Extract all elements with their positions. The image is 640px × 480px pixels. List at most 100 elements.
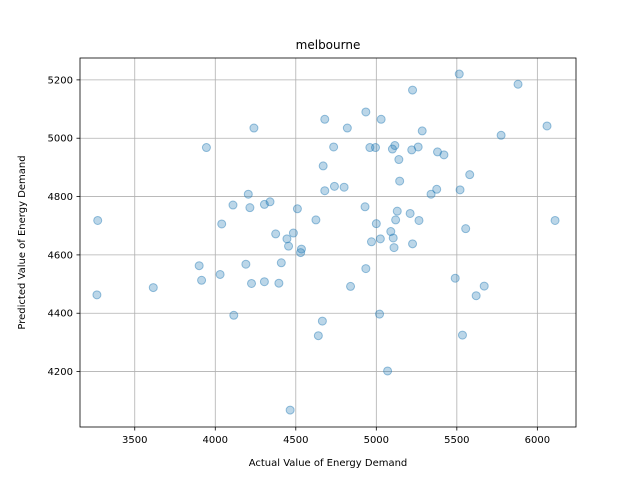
y-tick-label: 5000: [48, 134, 73, 145]
data-point: [311, 215, 321, 225]
data-point: [274, 278, 284, 288]
y-tick-label: 4200: [48, 367, 73, 378]
y-tick-label: 5200: [48, 75, 73, 86]
data-point: [217, 219, 227, 229]
data-point: [386, 227, 396, 237]
data-point: [395, 176, 405, 186]
data-point: [320, 186, 330, 196]
data-point: [247, 278, 257, 288]
data-point: [276, 258, 286, 268]
data-point: [461, 224, 471, 234]
data-point: [245, 203, 255, 213]
data-point: [215, 269, 225, 279]
data-point: [318, 161, 328, 171]
data-point: [414, 215, 424, 225]
data-point: [292, 204, 302, 214]
data-point: [339, 182, 349, 192]
data-point: [313, 331, 323, 341]
data-point: [454, 69, 464, 79]
x-tick-label: 5000: [364, 435, 389, 446]
data-point: [375, 309, 385, 319]
data-point: [408, 239, 418, 249]
data-point: [148, 283, 158, 293]
data-point: [197, 275, 207, 285]
data-point: [93, 215, 103, 225]
data-point: [265, 197, 275, 207]
data-point: [413, 142, 423, 152]
data-point: [375, 234, 385, 244]
data-point: [417, 126, 427, 136]
data-point: [366, 237, 376, 247]
data-point: [408, 85, 418, 95]
data-point: [465, 170, 475, 180]
data-point: [296, 248, 306, 258]
data-point: [229, 310, 239, 320]
data-point: [241, 259, 251, 269]
data-points: [92, 69, 560, 415]
data-point: [371, 219, 381, 229]
data-point: [201, 143, 211, 153]
data-point: [243, 189, 253, 199]
data-point: [390, 141, 400, 151]
data-point: [457, 330, 467, 340]
data-point: [365, 143, 375, 153]
data-point: [361, 107, 371, 117]
data-point: [285, 405, 295, 415]
data-point: [432, 184, 442, 194]
data-point: [392, 206, 402, 216]
chart-title: melbourne: [296, 38, 361, 52]
data-point: [320, 114, 330, 124]
data-point: [550, 215, 560, 225]
data-point: [433, 147, 443, 157]
data-point: [394, 155, 404, 165]
data-point: [376, 114, 386, 124]
data-point: [296, 244, 306, 254]
data-point: [387, 144, 397, 154]
data-point: [329, 142, 339, 152]
y-tick-label: 4400: [48, 309, 73, 320]
y-axis-title: Predicted Value of Energy Demand: [17, 155, 28, 329]
data-point: [360, 202, 370, 212]
x-tick-label: 3500: [122, 435, 147, 446]
x-tick-label: 6000: [525, 435, 550, 446]
y-tick-label: 4600: [48, 250, 73, 261]
data-point: [479, 281, 489, 291]
data-point: [405, 208, 415, 218]
data-point: [282, 234, 292, 244]
data-point: [371, 143, 381, 153]
data-point: [450, 273, 460, 283]
data-point: [407, 145, 417, 155]
x-axis-title: Actual Value of Energy Demand: [249, 458, 408, 469]
plot-frame: [79, 57, 577, 428]
data-point: [329, 181, 339, 191]
data-point: [194, 261, 204, 271]
data-point: [455, 185, 465, 195]
data-point: [284, 241, 294, 251]
data-point: [383, 366, 393, 376]
grid-lines: [80, 58, 576, 427]
data-point: [259, 199, 269, 209]
data-point: [92, 290, 102, 300]
axis-ticks: 3500 4000 4500 5000 5500 6000 4200 4400 4600 4800…: [48, 75, 551, 446]
data-point: [496, 130, 506, 140]
data-point: [317, 316, 327, 326]
data-point: [391, 215, 401, 225]
data-point: [388, 233, 398, 243]
data-point: [389, 243, 399, 253]
y-tick-label: 4800: [48, 192, 73, 203]
data-point: [342, 123, 352, 133]
data-point: [259, 277, 269, 287]
data-point: [542, 121, 552, 131]
data-point: [513, 79, 523, 89]
data-point: [426, 189, 436, 199]
data-point: [271, 229, 281, 239]
x-tick-label: 4000: [203, 435, 228, 446]
data-point: [346, 281, 356, 291]
data-point: [228, 200, 238, 210]
data-point: [361, 264, 371, 274]
data-point: [249, 123, 259, 133]
data-point: [288, 228, 298, 238]
x-tick-label: 5500: [444, 435, 469, 446]
